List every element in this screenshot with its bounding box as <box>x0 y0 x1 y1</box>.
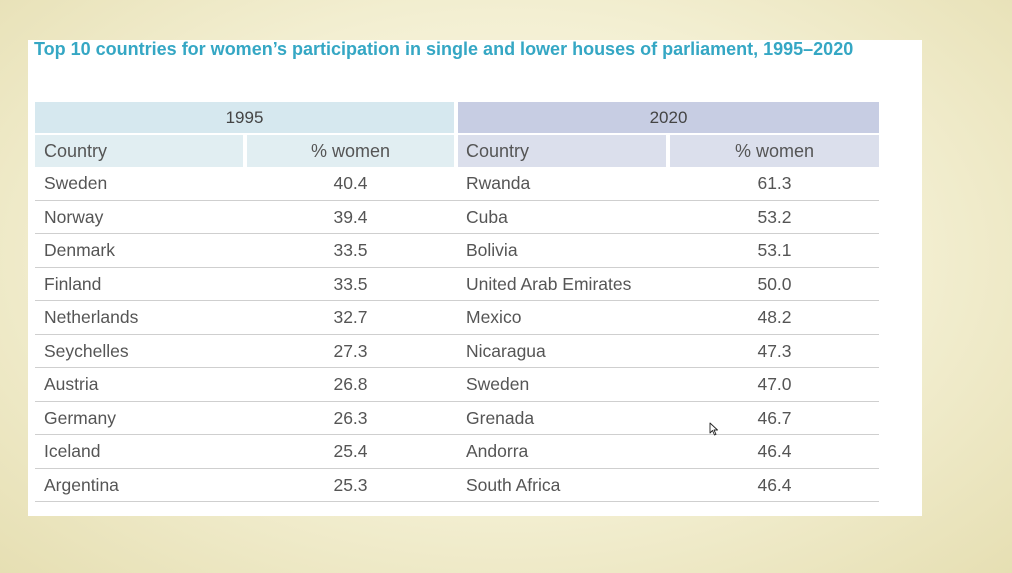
cell-women-2020: 47.3 <box>757 340 792 361</box>
table-body: Sweden 40.4 Rwanda 61.3 Norway 39.4 Cuba 53.2 De… <box>35 167 879 502</box>
cell-women-2020: 53.2 <box>757 206 792 227</box>
table-row: Denmark 33.5 Bolivia 53.1 <box>35 234 879 268</box>
mouse-cursor-icon <box>709 422 718 436</box>
cell-country-2020: Cuba <box>466 206 508 227</box>
cell-women-2020: 46.4 <box>757 441 792 461</box>
cell-country-2020: Andorra <box>466 441 529 461</box>
table-row: Seychelles 27.3 Nicaragua 47.3 <box>35 335 879 369</box>
table-row: Finland 33.5 United Arab Emirates 50.0 <box>35 268 879 302</box>
cell-women-2020: 46.7 <box>757 407 792 428</box>
cell-country-1995: Denmark <box>44 240 115 260</box>
cell-country-2020: United Arab Emirates <box>466 273 632 294</box>
column-header-women-2020: % women <box>670 135 879 167</box>
cell-country-1995: Sweden <box>44 173 108 193</box>
cell-women-2020: 53.1 <box>757 240 792 260</box>
cell-country-2020: Nicaragua <box>466 340 546 361</box>
cell-women-1995: 25.4 <box>333 441 368 461</box>
cell-country-2020: Rwanda <box>466 173 531 193</box>
cell-women-1995: 33.5 <box>333 240 368 260</box>
cell-women-1995: 26.8 <box>333 374 368 394</box>
cell-country-2020: Grenada <box>466 407 535 428</box>
cell-women-1995: 27.3 <box>333 340 368 361</box>
column-header-women-1995: % women <box>247 135 454 167</box>
group-header-2020: 2020 <box>458 102 879 133</box>
cell-women-1995: 33.5 <box>333 273 368 294</box>
group-header-row: 1995 2020 <box>35 102 879 133</box>
data-table: 1995 2020 Country % women Country % wome… <box>35 102 879 502</box>
cell-women-1995: 39.4 <box>333 206 368 227</box>
cell-country-2020: Sweden <box>466 374 530 394</box>
column-header-row: Country % women Country % women <box>35 135 879 167</box>
cell-country-2020: Bolivia <box>466 240 518 260</box>
cell-country-1995: Netherlands <box>44 307 139 327</box>
table-row: Argentina 25.3 South Africa 46.4 <box>35 469 879 503</box>
cell-country-1995: Iceland <box>44 441 101 461</box>
table-row: Germany 26.3 Grenada 46.7 <box>35 402 879 436</box>
cell-country-1995: Finland <box>44 273 102 294</box>
cell-women-1995: 25.3 <box>333 474 368 495</box>
cell-women-2020: 50.0 <box>757 273 792 294</box>
cell-country-1995: Norway <box>44 206 104 227</box>
cell-women-2020: 47.0 <box>757 374 792 394</box>
cell-country-1995: Austria <box>44 374 99 394</box>
cell-country-2020: South Africa <box>466 474 561 495</box>
table-row: Sweden 40.4 Rwanda 61.3 <box>35 167 879 201</box>
table-title: Top 10 countries for women’s participati… <box>34 39 854 59</box>
table-row: Norway 39.4 Cuba 53.2 <box>35 201 879 235</box>
cell-women-1995: 32.7 <box>333 307 368 327</box>
slide-card: Top 10 countries for women’s participati… <box>28 39 922 516</box>
cell-women-2020: 48.2 <box>757 307 792 327</box>
cell-country-2020: Mexico <box>466 307 522 327</box>
group-header-1995: 1995 <box>35 102 454 133</box>
table-row: Iceland 25.4 Andorra 46.4 <box>35 435 879 469</box>
cell-women-2020: 46.4 <box>757 474 792 495</box>
cell-women-1995: 40.4 <box>333 173 368 193</box>
cell-country-1995: Germany <box>44 407 116 428</box>
cell-women-2020: 61.3 <box>757 173 792 193</box>
column-header-country-1995: Country <box>35 135 243 167</box>
cell-country-1995: Argentina <box>44 474 119 495</box>
cell-country-1995: Seychelles <box>44 340 129 361</box>
table-row: Austria 26.8 Sweden 47.0 <box>35 368 879 402</box>
cell-women-1995: 26.3 <box>333 407 368 428</box>
column-header-country-2020: Country <box>458 135 666 167</box>
table-row: Netherlands 32.7 Mexico 48.2 <box>35 301 879 335</box>
